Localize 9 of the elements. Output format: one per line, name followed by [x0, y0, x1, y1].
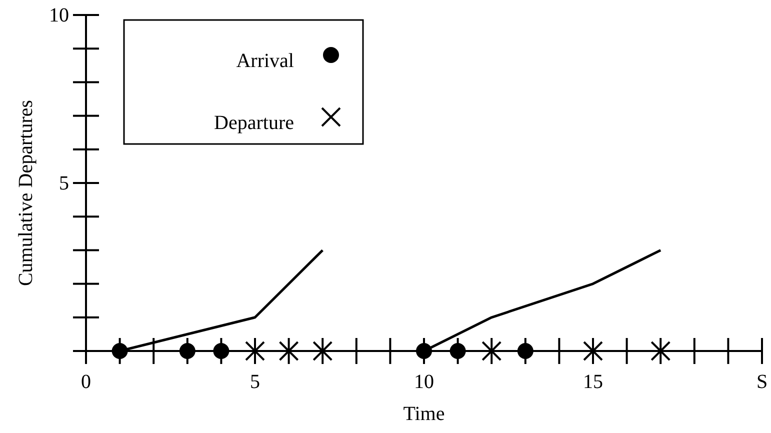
x-axis-title: Time — [403, 403, 445, 425]
legend-label: Arrival — [236, 50, 294, 72]
y-axis-title: Cumulative Departures — [15, 100, 37, 286]
x-tick-label: 15 — [583, 371, 603, 394]
x-tick-label: 10 — [414, 371, 434, 394]
x-tick-label: S — [756, 371, 768, 394]
legend-label: Departure — [214, 112, 294, 134]
x-tick-label: 5 — [250, 371, 260, 394]
x-tick-label: 0 — [81, 371, 91, 394]
